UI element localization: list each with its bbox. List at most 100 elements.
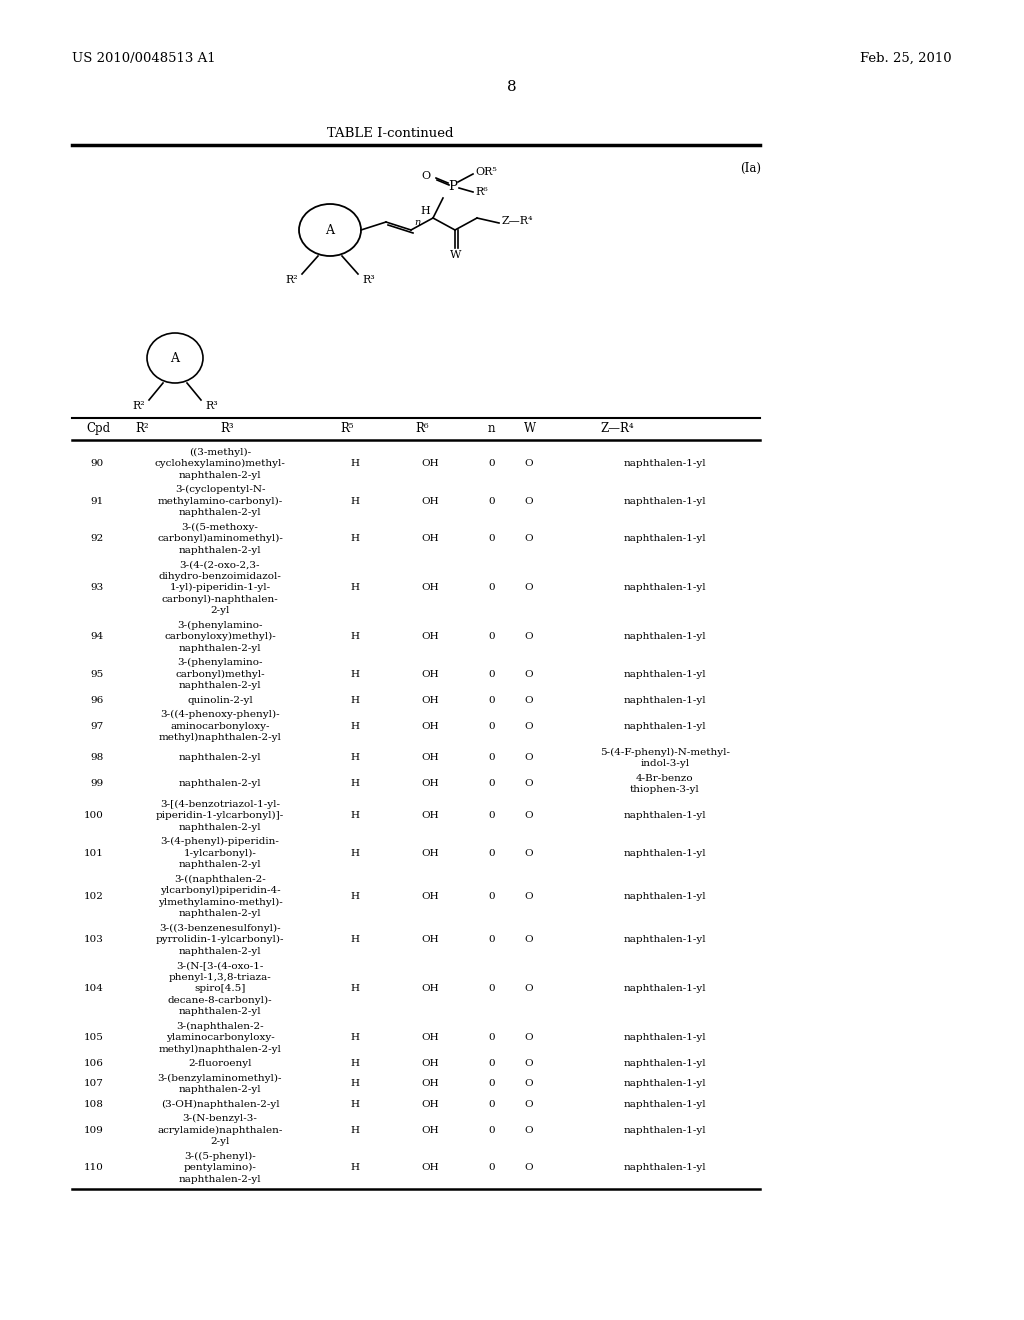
Text: W: W (524, 422, 537, 436)
Text: methylamino-carbonyl)-: methylamino-carbonyl)- (158, 496, 283, 506)
Text: naphthalen-2-yl: naphthalen-2-yl (178, 861, 261, 870)
Text: O: O (524, 583, 534, 593)
Text: 0: 0 (488, 1059, 496, 1068)
Text: naphthalen-1-yl: naphthalen-1-yl (624, 583, 707, 593)
Text: naphthalen-2-yl: naphthalen-2-yl (178, 681, 261, 690)
Text: H: H (350, 583, 359, 593)
Text: OH: OH (421, 1080, 439, 1089)
Text: R³: R³ (205, 401, 218, 411)
Text: R⁶: R⁶ (415, 422, 429, 436)
Text: 90: 90 (91, 459, 104, 469)
Text: H: H (350, 812, 359, 820)
Text: carbonyl)aminomethyl)-: carbonyl)aminomethyl)- (157, 535, 283, 544)
Text: piperidin-1-ylcarbonyl)]-: piperidin-1-ylcarbonyl)]- (156, 812, 284, 820)
Text: ylaminocarbonyloxy-: ylaminocarbonyloxy- (166, 1034, 274, 1043)
Text: 2-yl: 2-yl (210, 1138, 229, 1146)
Text: O: O (524, 496, 534, 506)
Text: R³: R³ (220, 422, 233, 436)
Text: n: n (488, 422, 496, 436)
Text: A: A (326, 223, 335, 236)
Text: H: H (350, 780, 359, 788)
Text: 98: 98 (91, 754, 104, 763)
Text: naphthalen-1-yl: naphthalen-1-yl (624, 696, 707, 705)
Text: 1-ylcarbonyl)-: 1-ylcarbonyl)- (183, 849, 256, 858)
Text: naphthalen-2-yl: naphthalen-2-yl (178, 644, 261, 653)
Text: Feb. 25, 2010: Feb. 25, 2010 (860, 51, 952, 65)
Text: H: H (350, 985, 359, 993)
Text: OH: OH (421, 459, 439, 469)
Text: naphthalen-1-yl: naphthalen-1-yl (624, 1080, 707, 1089)
Text: 93: 93 (91, 583, 104, 593)
Text: 106: 106 (84, 1059, 104, 1068)
Text: O: O (422, 172, 431, 181)
Text: decane-8-carbonyl)-: decane-8-carbonyl)- (168, 995, 272, 1005)
Text: ((3-methyl)-: ((3-methyl)- (189, 447, 251, 457)
Text: Z—R⁴: Z—R⁴ (502, 216, 534, 226)
Text: 0: 0 (488, 669, 496, 678)
Text: 0: 0 (488, 1100, 496, 1109)
Text: 0: 0 (488, 812, 496, 820)
Text: H: H (350, 1034, 359, 1043)
Text: 3-(naphthalen-2-: 3-(naphthalen-2- (176, 1022, 264, 1031)
Text: O: O (524, 1034, 534, 1043)
Text: carbonyl)-naphthalen-: carbonyl)-naphthalen- (162, 595, 279, 603)
Text: H: H (350, 669, 359, 678)
Text: 3-(phenylamino-: 3-(phenylamino- (177, 620, 263, 630)
Text: ylcarbonyl)piperidin-4-: ylcarbonyl)piperidin-4- (160, 886, 281, 895)
Text: 3-((4-phenoxy-phenyl)-: 3-((4-phenoxy-phenyl)- (160, 710, 280, 719)
Text: O: O (524, 535, 534, 544)
Text: naphthalen-1-yl: naphthalen-1-yl (624, 722, 707, 731)
Text: naphthalen-1-yl: naphthalen-1-yl (624, 1163, 707, 1172)
Text: naphthalen-2-yl: naphthalen-2-yl (178, 508, 261, 517)
Text: 102: 102 (84, 892, 104, 902)
Text: H: H (350, 1080, 359, 1089)
Text: H: H (350, 849, 359, 858)
Text: 3-(4-(2-oxo-2,3-: 3-(4-(2-oxo-2,3- (180, 560, 260, 569)
Text: 0: 0 (488, 892, 496, 902)
Text: OH: OH (421, 849, 439, 858)
Text: quinolin-2-yl: quinolin-2-yl (187, 696, 253, 705)
Text: naphthalen-1-yl: naphthalen-1-yl (624, 985, 707, 993)
Text: OH: OH (421, 583, 439, 593)
Text: cyclohexylamino)methyl-: cyclohexylamino)methyl- (155, 459, 286, 469)
Text: 95: 95 (91, 669, 104, 678)
Text: 100: 100 (84, 812, 104, 820)
Text: 0: 0 (488, 1080, 496, 1089)
Text: H: H (350, 496, 359, 506)
Text: 2-fluoroenyl: 2-fluoroenyl (188, 1059, 252, 1068)
Text: phenyl-1,3,8-triaza-: phenyl-1,3,8-triaza- (169, 973, 271, 982)
Text: O: O (524, 1163, 534, 1172)
Text: methyl)naphthalen-2-yl: methyl)naphthalen-2-yl (159, 733, 282, 742)
Text: naphthalen-2-yl: naphthalen-2-yl (178, 780, 261, 788)
Text: ylmethylamino-methyl)-: ylmethylamino-methyl)- (158, 898, 283, 907)
Text: naphthalen-1-yl: naphthalen-1-yl (624, 459, 707, 469)
Text: 3-((5-methoxy-: 3-((5-methoxy- (181, 523, 258, 532)
Text: pyrrolidin-1-ylcarbonyl)-: pyrrolidin-1-ylcarbonyl)- (156, 935, 285, 944)
Text: 110: 110 (84, 1163, 104, 1172)
Text: naphthalen-2-yl: naphthalen-2-yl (178, 1007, 261, 1016)
Text: O: O (524, 780, 534, 788)
Text: R³: R³ (362, 275, 375, 285)
Text: spiro[4.5]: spiro[4.5] (195, 985, 246, 993)
Text: naphthalen-2-yl: naphthalen-2-yl (178, 1175, 261, 1184)
Text: 0: 0 (488, 583, 496, 593)
Text: OH: OH (421, 696, 439, 705)
Text: naphthalen-1-yl: naphthalen-1-yl (624, 1034, 707, 1043)
Text: OH: OH (421, 535, 439, 544)
Text: naphthalen-2-yl: naphthalen-2-yl (178, 946, 261, 956)
Text: H: H (350, 936, 359, 944)
Text: 3-(phenylamino-: 3-(phenylamino- (177, 659, 263, 668)
Text: H: H (350, 1163, 359, 1172)
Text: 108: 108 (84, 1100, 104, 1109)
Text: 5-(4-F-phenyl)-N-methyl-: 5-(4-F-phenyl)-N-methyl- (600, 747, 730, 756)
Text: US 2010/0048513 A1: US 2010/0048513 A1 (72, 51, 216, 65)
Text: OH: OH (421, 780, 439, 788)
Text: 0: 0 (488, 535, 496, 544)
Text: O: O (524, 936, 534, 944)
Text: O: O (524, 1080, 534, 1089)
Text: H: H (350, 535, 359, 544)
Text: 97: 97 (91, 722, 104, 731)
Text: OH: OH (421, 669, 439, 678)
Text: naphthalen-2-yl: naphthalen-2-yl (178, 909, 261, 919)
Text: 8: 8 (507, 81, 517, 94)
